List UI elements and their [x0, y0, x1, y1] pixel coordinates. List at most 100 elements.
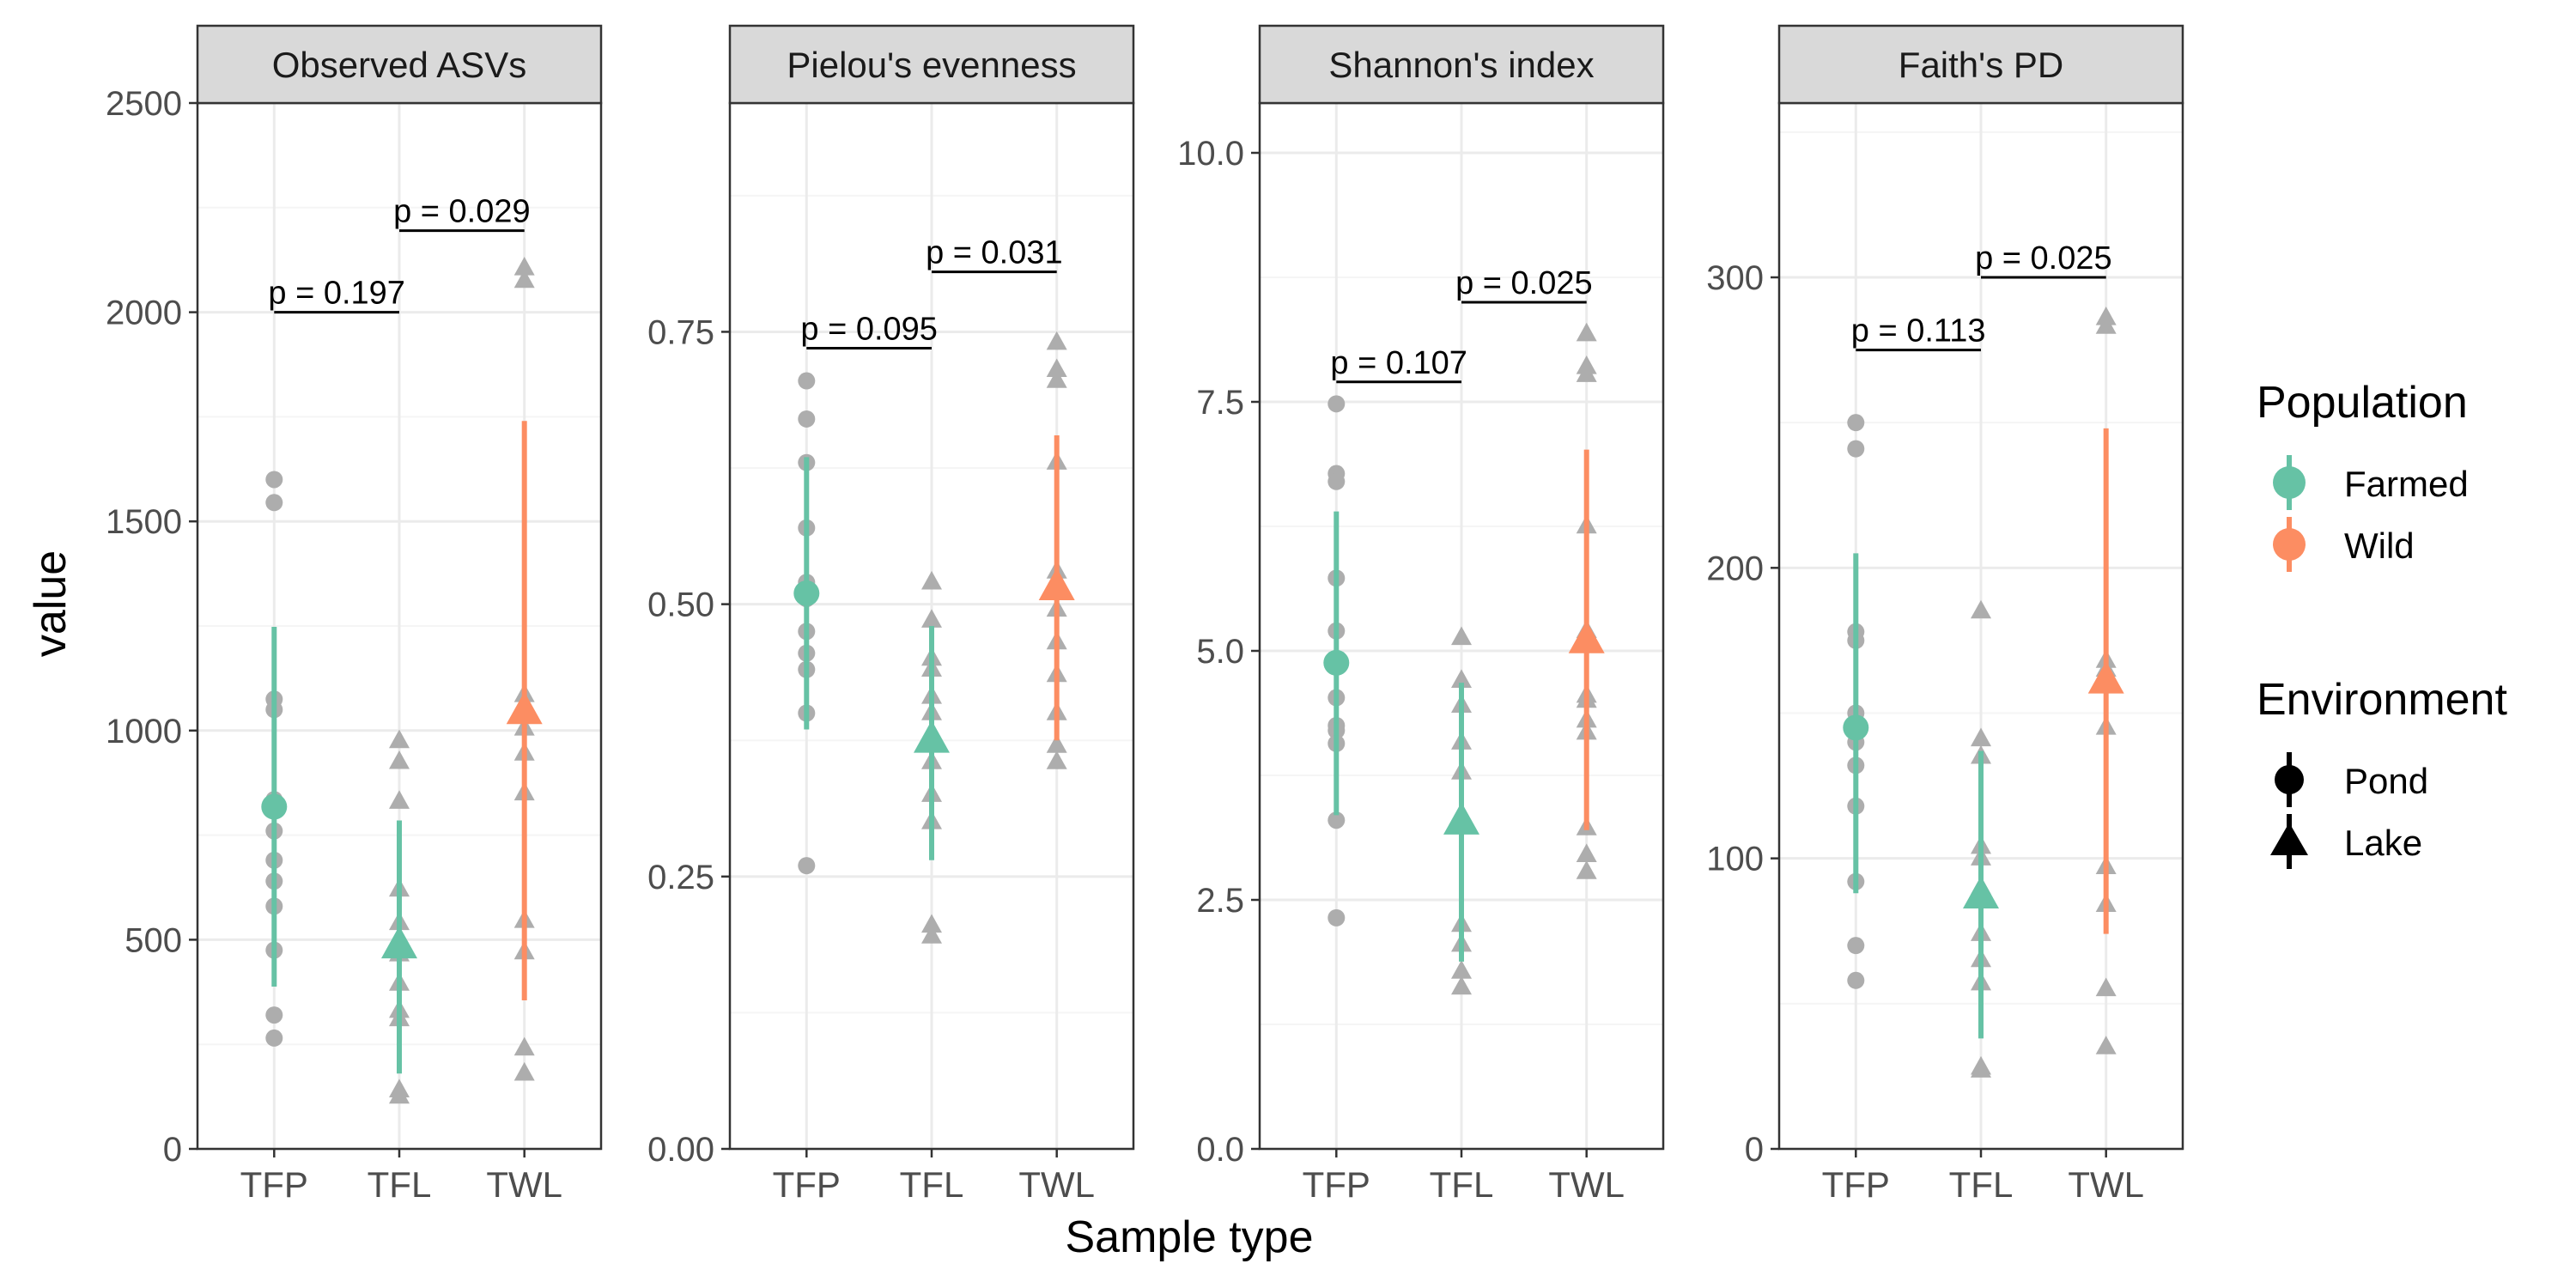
- raw-data-point: [1327, 908, 1346, 927]
- facet-panel: 0 500 1000 1500 2000 2500 TFP TFL TWL p = 0.197 p …: [106, 24, 603, 1205]
- y-tick-label: 2.5: [1196, 882, 1244, 920]
- raw-data-point: [1847, 440, 1865, 458]
- group-mean-point: [1038, 568, 1075, 600]
- raw-data-point: [921, 570, 942, 590]
- p-value-label: p = 0.025: [1455, 265, 1593, 301]
- facet-panel: 0 100 200 300 TFP TFL TWL p = 0.113 p = 0.025 Fai…: [1706, 24, 2184, 1205]
- y-tick-label: 200: [1706, 550, 1764, 587]
- p-value-label: p = 0.029: [393, 194, 531, 230]
- raw-data-point: [265, 494, 283, 512]
- raw-data-point: [513, 1061, 535, 1081]
- legend: Population Farmed Wild Environment Pond …: [2257, 378, 2507, 869]
- facet-strip: [1258, 24, 1665, 105]
- raw-data-point: [1847, 937, 1865, 955]
- raw-data-point: [1451, 669, 1472, 689]
- y-tick-label: 0.0: [1196, 1131, 1244, 1169]
- facet-title: Faith's PD: [1899, 45, 2063, 85]
- raw-data-point: [1971, 1059, 1991, 1078]
- raw-data-point: [798, 372, 816, 390]
- legend-item-farmed: Farmed: [2273, 455, 2469, 510]
- raw-data-point: [2095, 1036, 2117, 1054]
- legend-item-wild: Wild: [2273, 517, 2415, 572]
- x-tick-label: TWL: [2068, 1164, 2144, 1205]
- group-mean-point: [1568, 620, 1605, 653]
- facet-title: Shannon's index: [1328, 45, 1594, 85]
- facet-panel: 0.0 2.5 5.0 7.5 10.0 TFP TFL TWL p = 0.107 p = 0.…: [1177, 24, 1665, 1205]
- x-tick-label: TFL: [1430, 1164, 1494, 1205]
- raw-data-point: [265, 1029, 283, 1047]
- legend-wild-circle-icon: [2273, 528, 2306, 561]
- y-axis-label: value: [26, 550, 76, 657]
- raw-data-point: [389, 1084, 410, 1104]
- raw-data-point: [1046, 358, 1067, 378]
- raw-data-point: [1451, 626, 1472, 646]
- legend-wild-label: Wild: [2344, 526, 2415, 566]
- x-tick-label: TFL: [1949, 1164, 2014, 1205]
- legend-lake-triangle-icon: [2270, 823, 2308, 855]
- group-mean-point: [381, 926, 417, 959]
- y-tick-label: 0: [1745, 1131, 1764, 1169]
- x-tick-label: TFP: [773, 1164, 841, 1205]
- raw-data-point: [921, 925, 942, 944]
- p-value-label: p = 0.113: [1851, 313, 1986, 349]
- raw-data-point: [921, 914, 942, 933]
- legend-farmed-label: Farmed: [2344, 464, 2469, 504]
- legend-environment-title: Environment: [2257, 675, 2507, 725]
- raw-data-point: [798, 857, 816, 875]
- group-mean-point: [1443, 802, 1479, 835]
- y-tick-label: 10.0: [1177, 135, 1244, 173]
- group-mean-point: [2087, 660, 2124, 694]
- y-tick-label: 7.5: [1196, 384, 1244, 422]
- p-value-label: p = 0.095: [800, 311, 938, 347]
- raw-data-point: [1046, 734, 1067, 753]
- x-tick-label: TWL: [1548, 1164, 1625, 1205]
- legend-pond-circle-icon: [2275, 765, 2304, 794]
- p-value-label: p = 0.197: [268, 276, 405, 312]
- y-tick-label: 2000: [106, 295, 182, 332]
- x-tick-label: TFP: [240, 1164, 308, 1205]
- raw-data-point: [265, 1006, 283, 1024]
- raw-data-point: [1576, 322, 1597, 342]
- legend-item-lake: Lake: [2270, 814, 2422, 869]
- raw-data-point: [1046, 331, 1067, 350]
- legend-lake-label: Lake: [2344, 823, 2422, 863]
- raw-data-point: [1327, 472, 1346, 490]
- raw-data-point: [389, 790, 410, 809]
- y-tick-label: 0: [163, 1131, 182, 1169]
- raw-data-point: [1847, 414, 1865, 432]
- y-tick-label: 300: [1706, 259, 1764, 297]
- raw-data-point: [513, 269, 535, 289]
- facet-strip: [728, 24, 1135, 105]
- raw-data-point: [1451, 960, 1472, 979]
- raw-data-point: [1327, 811, 1346, 829]
- group-mean-point: [506, 691, 543, 725]
- raw-data-point: [2095, 315, 2117, 334]
- x-tick-label: TWL: [486, 1164, 562, 1205]
- raw-data-point: [1847, 971, 1865, 989]
- y-tick-label: 100: [1706, 841, 1764, 878]
- x-tick-label: TFP: [1822, 1164, 1890, 1205]
- raw-data-point: [1576, 860, 1597, 879]
- raw-data-point: [1327, 395, 1346, 413]
- y-tick-label: 5.0: [1196, 633, 1244, 671]
- y-tick-label: 500: [125, 921, 182, 959]
- raw-data-point: [389, 750, 410, 769]
- raw-data-point: [513, 257, 535, 276]
- raw-data-point: [1576, 843, 1597, 863]
- raw-data-point: [389, 729, 410, 749]
- raw-data-point: [265, 471, 283, 489]
- facet-strip: [196, 24, 603, 105]
- raw-data-point: [1046, 369, 1067, 388]
- p-value-label: p = 0.107: [1330, 345, 1467, 381]
- y-tick-label: 1000: [106, 713, 182, 750]
- group-mean-point: [793, 580, 820, 606]
- group-mean-point: [1323, 649, 1350, 676]
- y-tick-label: 0.50: [647, 586, 714, 624]
- group-mean-point: [914, 720, 950, 753]
- y-tick-label: 0.25: [647, 859, 714, 896]
- facet-title: Observed ASVs: [272, 45, 526, 85]
- raw-data-point: [1971, 727, 1991, 747]
- legend-pond-label: Pond: [2344, 761, 2428, 801]
